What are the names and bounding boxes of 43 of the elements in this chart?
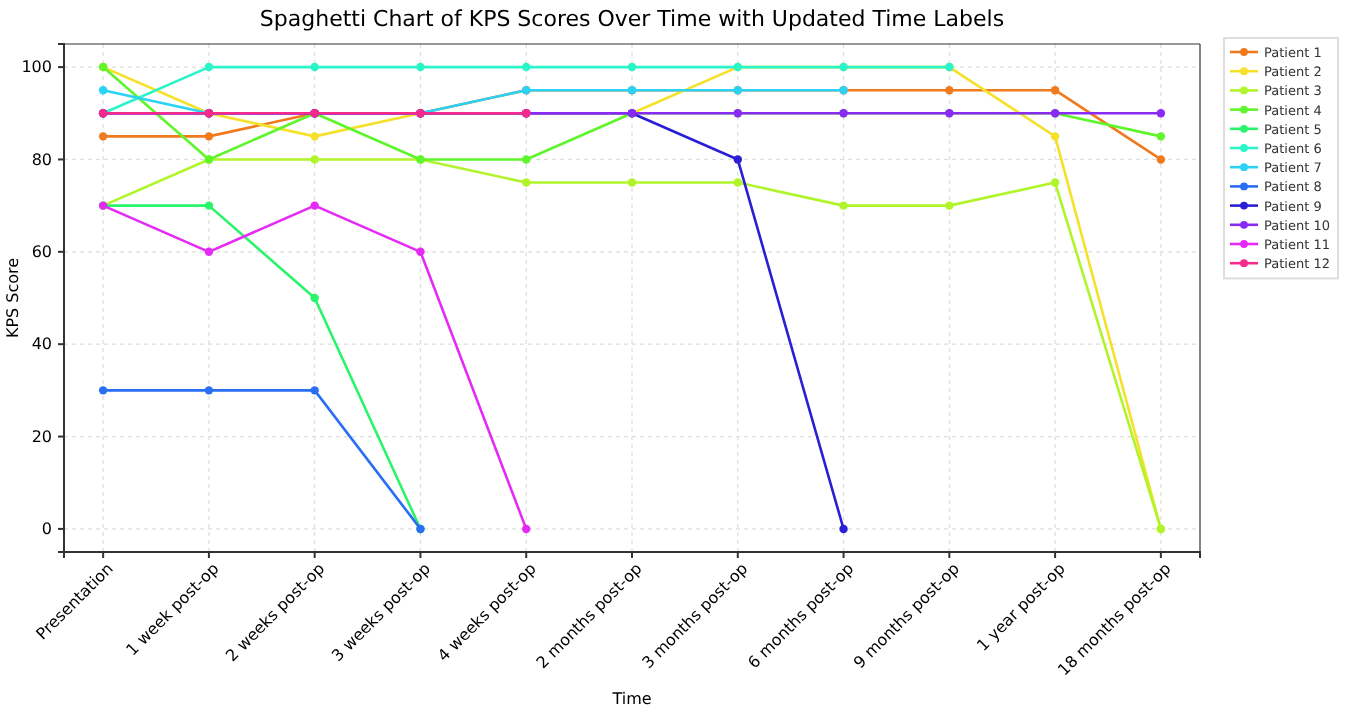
point — [310, 293, 319, 303]
point — [310, 62, 319, 72]
point — [310, 386, 319, 395]
point — [310, 155, 319, 164]
point — [204, 132, 214, 141]
point — [98, 386, 108, 395]
point — [733, 155, 742, 164]
point — [416, 62, 425, 72]
point — [98, 132, 108, 141]
point — [1156, 109, 1166, 118]
y-tick-label: 0 — [41, 520, 52, 539]
point — [1050, 178, 1060, 187]
chart-title: Spaghetti Chart of KPS Scores Over Time with Updated Time Labels — [259, 6, 1005, 32]
point — [1156, 132, 1166, 141]
point — [627, 62, 637, 72]
point — [839, 524, 848, 534]
point — [522, 524, 531, 534]
point — [1156, 155, 1166, 164]
y-tick-label: 40 — [31, 335, 52, 354]
point — [733, 178, 742, 187]
point — [839, 201, 848, 210]
x-axis-title: Time — [610, 690, 652, 708]
y-tick-label: 100 — [21, 58, 52, 77]
point — [522, 62, 531, 72]
point — [204, 62, 214, 72]
point — [522, 155, 531, 164]
point — [945, 85, 954, 95]
point — [1050, 85, 1060, 95]
point — [204, 201, 214, 210]
point — [522, 178, 531, 187]
point — [627, 178, 637, 187]
y-axis-title: KPS Score — [4, 257, 22, 339]
point — [310, 132, 319, 141]
point — [204, 247, 214, 257]
point — [98, 85, 108, 95]
point — [204, 386, 214, 395]
y-tick-label: 60 — [31, 242, 52, 261]
y-tick-label: 80 — [31, 150, 52, 169]
point — [945, 201, 954, 210]
y-tick-label: 20 — [31, 427, 52, 446]
point — [416, 247, 425, 257]
point — [310, 201, 319, 210]
point — [1050, 132, 1060, 141]
